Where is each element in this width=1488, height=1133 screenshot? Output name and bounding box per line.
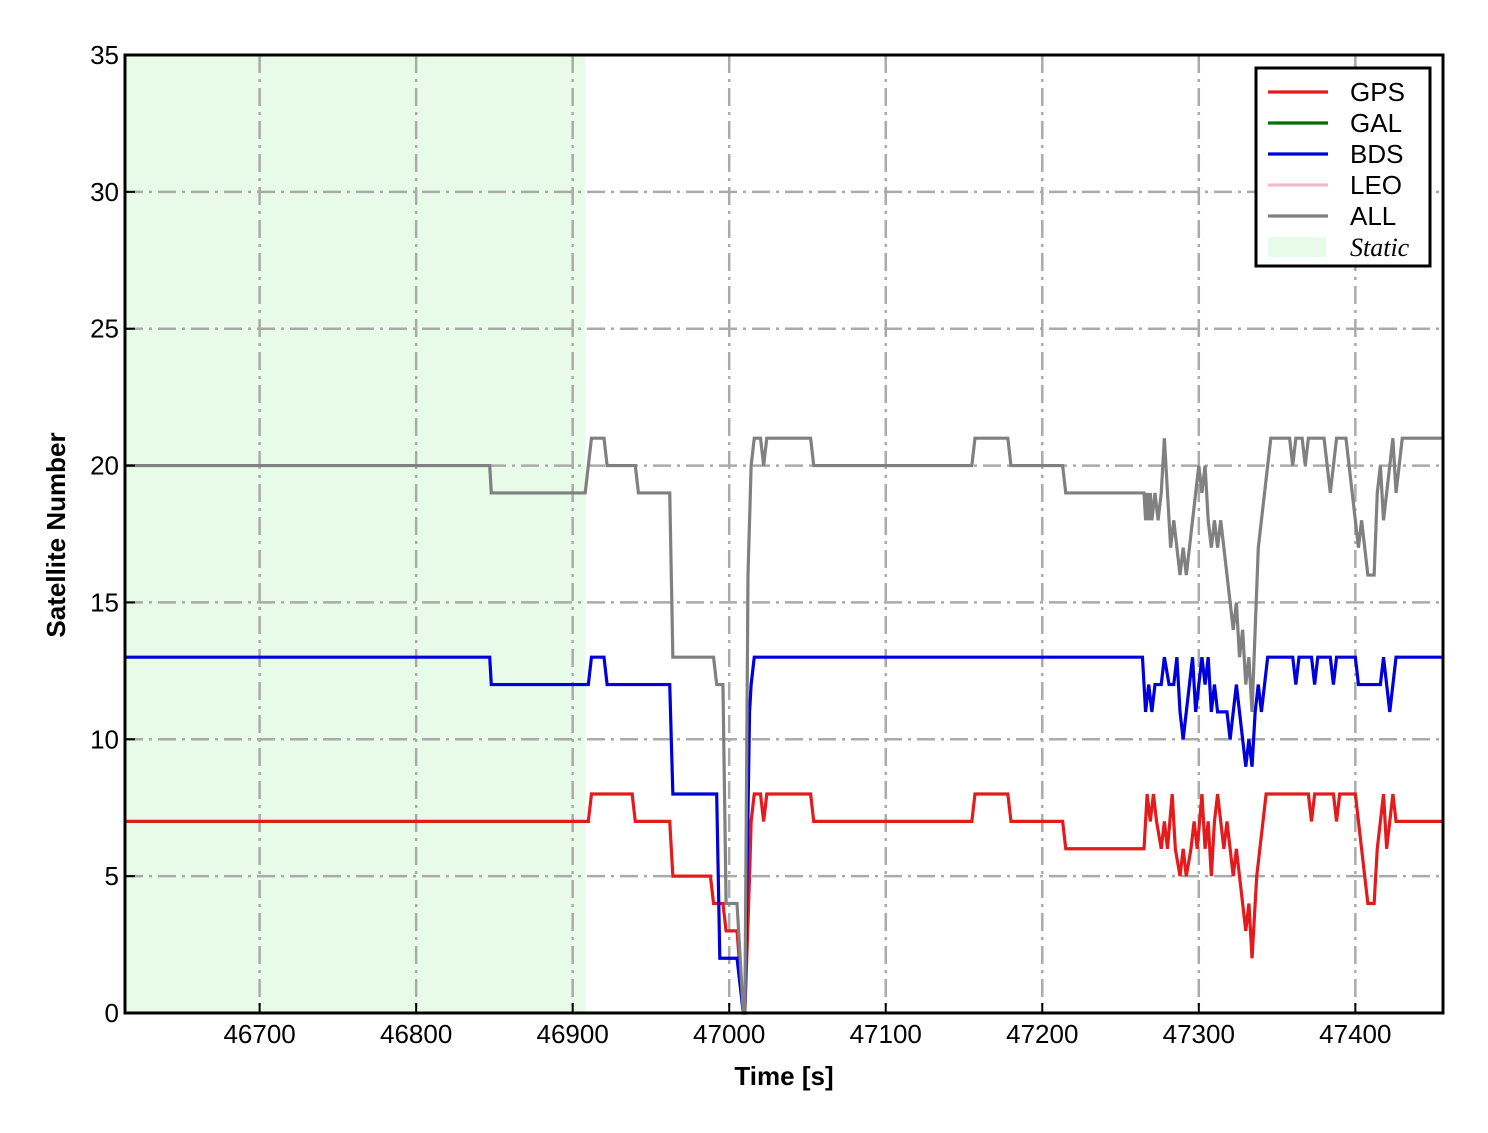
x-tick-label-47400: 47400 <box>1319 1019 1391 1049</box>
y-axis-title: Satellite Number <box>41 432 71 637</box>
x-tick-label-47200: 47200 <box>1006 1019 1078 1049</box>
y-tick-label-20: 20 <box>90 451 119 481</box>
series-line-gps <box>125 792 1443 1015</box>
x-axis-title: Time [s] <box>734 1061 833 1091</box>
x-tick-label-46900: 46900 <box>537 1019 609 1049</box>
static-region <box>125 55 586 1013</box>
y-tick-label-15: 15 <box>90 587 119 617</box>
plot-frame <box>123 53 1445 1015</box>
y-tick-label-25: 25 <box>90 314 119 344</box>
x-tick-label-47300: 47300 <box>1163 1019 1235 1049</box>
x-tick-label-47100: 47100 <box>850 1019 922 1049</box>
x-tick-label-47000: 47000 <box>693 1019 765 1049</box>
legend-label-static: Static <box>1350 233 1410 262</box>
y-tick-label-35: 35 <box>90 40 119 70</box>
x-tick-label-46800: 46800 <box>380 1019 452 1049</box>
y-tick-label-10: 10 <box>90 724 119 754</box>
legend-box <box>1254 66 1432 268</box>
plot-border <box>123 53 1445 1015</box>
axis-ticks: 46700 46800 46900 47000 47100 47200 47300 47400… <box>90 40 1391 1049</box>
legend-label-gal: GAL <box>1350 108 1402 138</box>
x-tick-label-46700: 46700 <box>223 1019 295 1049</box>
legend-label-bds: BDS <box>1350 139 1403 169</box>
static-region-fill <box>125 55 586 1013</box>
legend-label-gps: GPS <box>1350 77 1405 107</box>
y-tick-label-30: 30 <box>90 177 119 207</box>
legend-label-leo: LEO <box>1350 170 1402 200</box>
y-tick-label-0: 0 <box>105 998 119 1028</box>
legend-label-all: ALL <box>1350 201 1396 231</box>
legend-swatch-static <box>1268 237 1326 257</box>
y-tick-label-5: 5 <box>105 861 119 891</box>
grid-lines <box>125 55 1443 1013</box>
